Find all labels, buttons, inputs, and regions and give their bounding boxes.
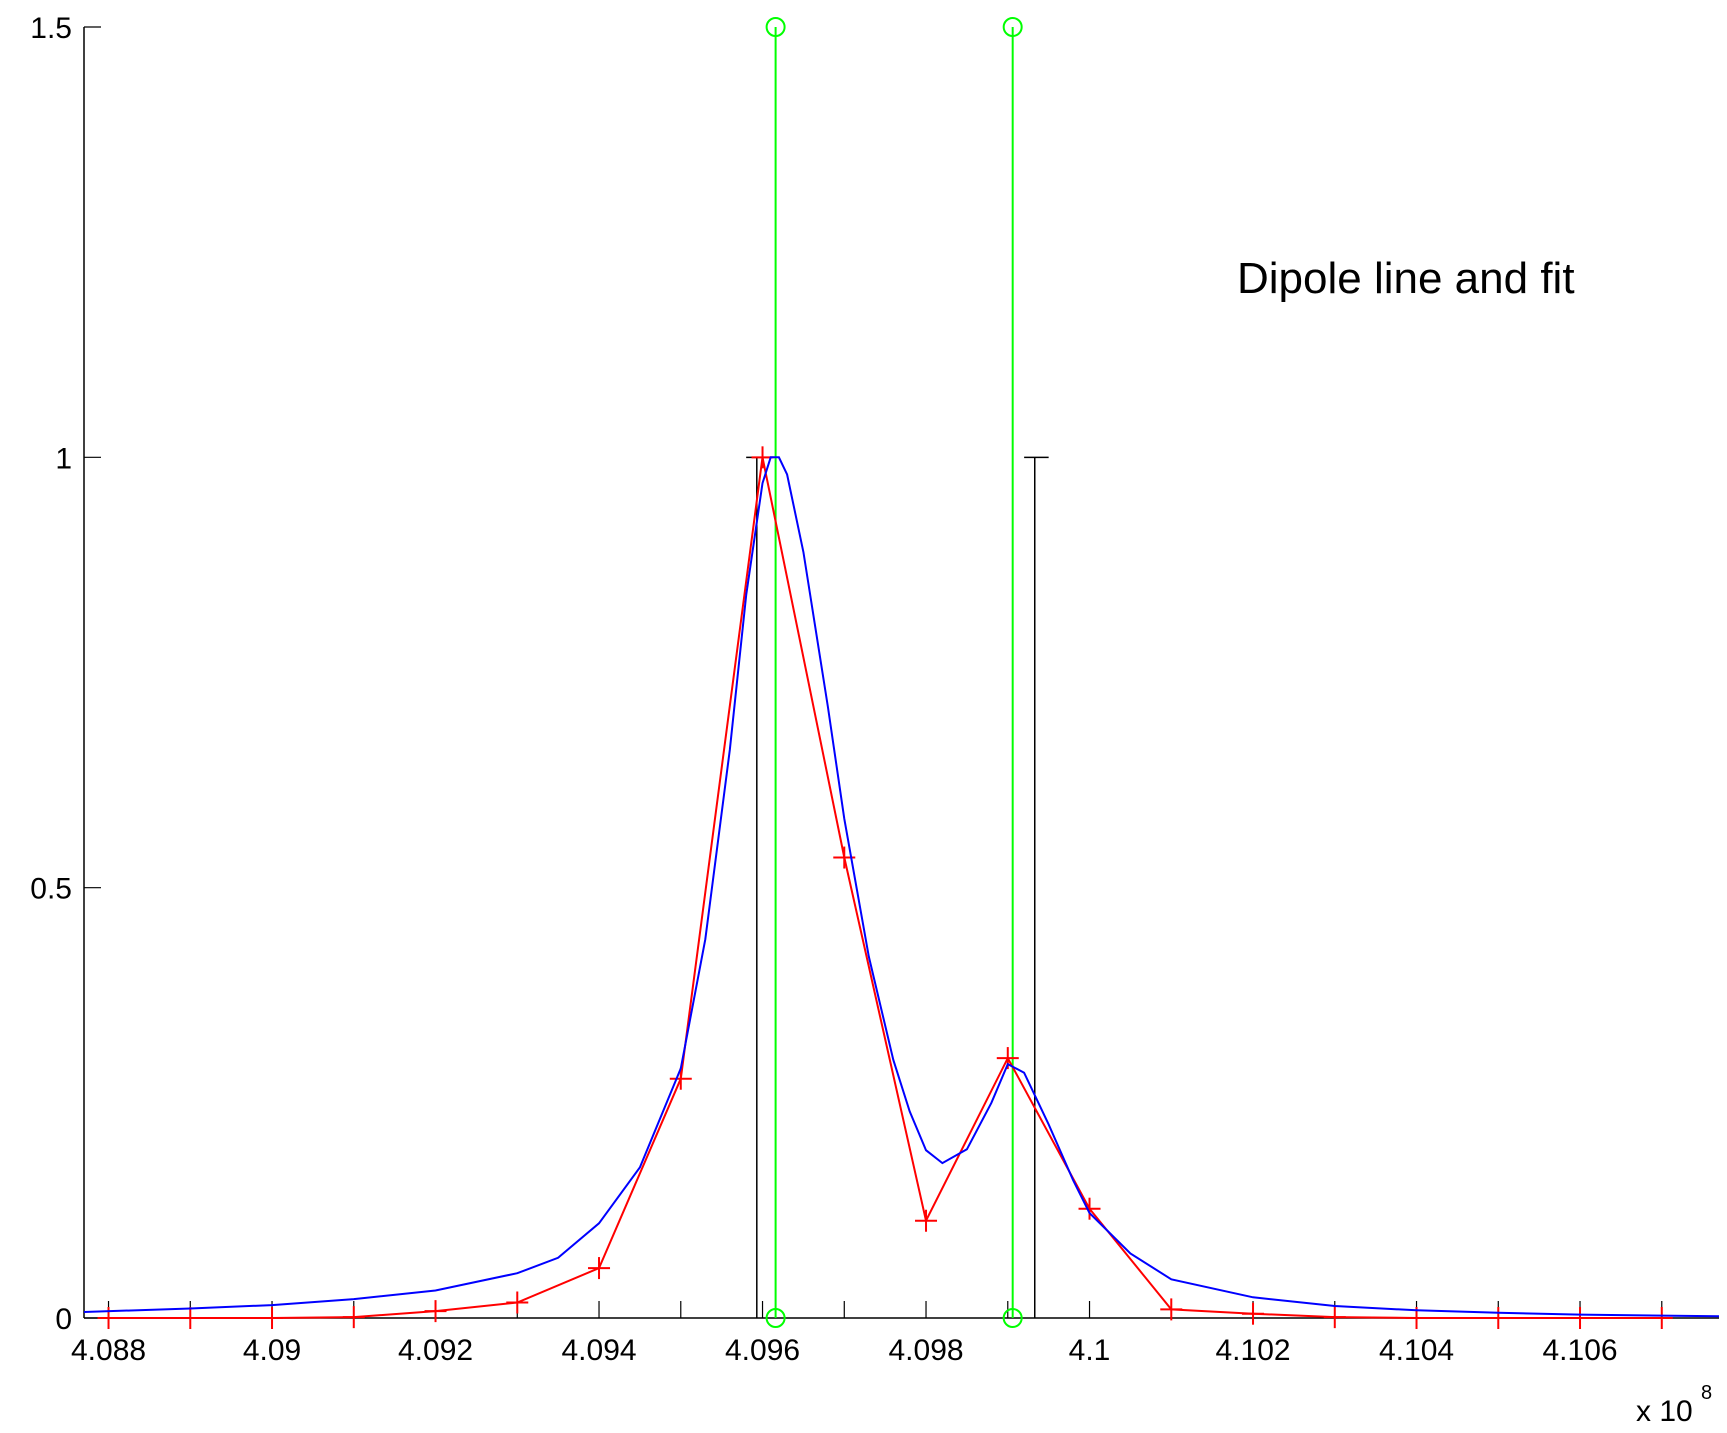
x-tick-label: 4.094 — [561, 1334, 636, 1367]
x-tick-label: 4.09 — [243, 1334, 301, 1367]
data-series-line — [108, 457, 1662, 1319]
data-point — [1650, 1307, 1673, 1329]
data-point — [342, 1306, 365, 1329]
peak-marker — [765, 17, 786, 37]
x-multiplier: x 10 8 — [1636, 1382, 1712, 1428]
data-point — [1323, 1306, 1346, 1329]
x-tick-label: 4.088 — [71, 1334, 146, 1367]
x-multiplier-exponent: 8 — [1701, 1382, 1712, 1404]
data-point — [1160, 1298, 1183, 1321]
peak-marker — [1002, 17, 1023, 37]
bracket-lines — [746, 456, 1049, 1318]
y-tick-label: 1.5 — [30, 12, 72, 45]
data-point — [669, 1067, 692, 1090]
x-tick-label: 4.104 — [1379, 1334, 1454, 1367]
peak-marker — [1002, 1308, 1023, 1328]
data-point — [1569, 1307, 1592, 1329]
annotation-label: Dipole line and fit — [1237, 254, 1575, 303]
peak-lines — [765, 17, 1023, 1328]
data-point — [1242, 1302, 1265, 1325]
fit-series-line — [83, 456, 1720, 1318]
peak-marker — [765, 1308, 786, 1328]
x-tick-label: 4.092 — [398, 1334, 473, 1367]
x-tick-label: 4.106 — [1542, 1334, 1617, 1367]
y-tick-label: 0 — [55, 1303, 72, 1336]
y-tick-label: 0.5 — [30, 873, 72, 906]
plot-area: 4.088 4.09 4.092 4.094 4.096 4.098 4.1 4.102 4.1… — [30, 12, 1720, 1367]
x-tick-label: 4.098 — [888, 1334, 963, 1367]
x-axis: 4.088 4.09 4.092 4.094 4.096 4.098 4.1 4.102 4.1… — [71, 1301, 1719, 1367]
x-tick-label: 4.096 — [725, 1334, 800, 1367]
y-tick-label: 1 — [55, 442, 72, 475]
series-layer — [83, 446, 1720, 1329]
data-point — [424, 1300, 447, 1323]
x-tick-label: 4.1 — [1069, 1334, 1111, 1367]
data-point — [588, 1257, 611, 1280]
data-point — [261, 1307, 284, 1329]
data-point — [1078, 1197, 1101, 1220]
y-axis: 0 0.5 1 1.5 — [30, 12, 101, 1336]
data-point — [915, 1209, 938, 1232]
data-point — [179, 1307, 202, 1329]
x-multiplier-label: x 10 — [1636, 1395, 1693, 1428]
data-point — [1487, 1307, 1510, 1329]
data-point — [506, 1291, 529, 1314]
x-tick-label: 4.102 — [1215, 1334, 1290, 1367]
